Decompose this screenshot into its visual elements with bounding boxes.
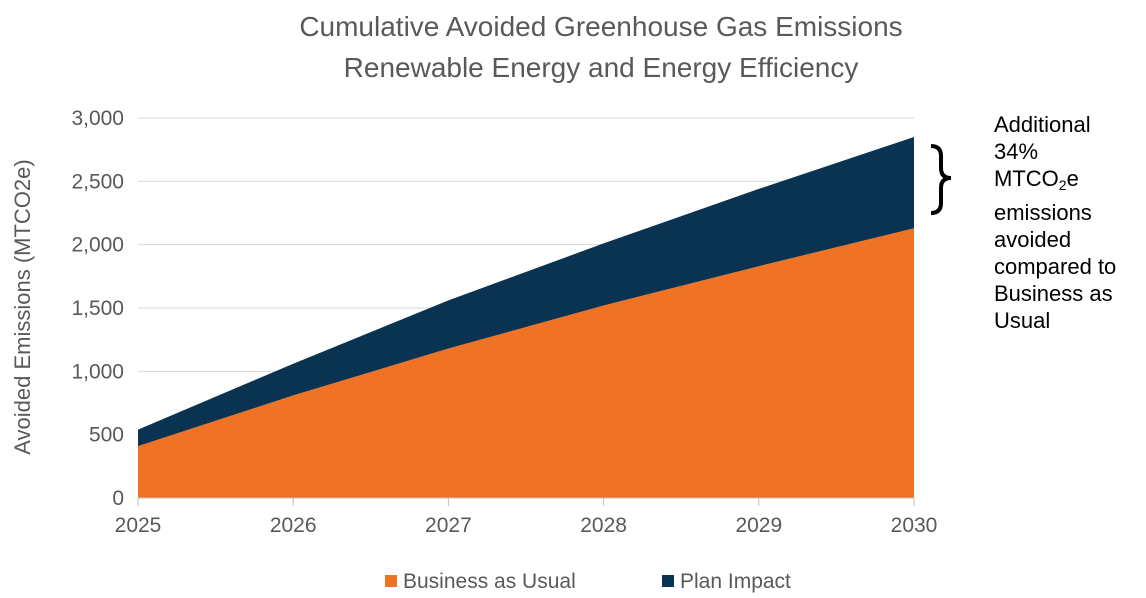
y-tick-label: 2,500 <box>71 170 124 193</box>
x-tick-label: 2029 <box>735 514 782 537</box>
annotation-line: compared to <box>994 254 1117 279</box>
annotation-line: emissions <box>994 200 1092 225</box>
legend: Business as Usual Plan Impact <box>385 570 791 593</box>
annotation-line: Additional <box>994 112 1091 137</box>
brace-icon <box>930 144 952 215</box>
annotation-line: Usual <box>994 308 1051 333</box>
unit-suffix: e <box>1066 166 1079 191</box>
unit-prefix: MTCO <box>994 166 1059 191</box>
annotation-brace <box>930 144 952 215</box>
x-tick-label: 2026 <box>270 514 317 537</box>
axes: 0 500 1,000 1,500 2,000 2,500 3,000 2025 2026 202… <box>71 107 937 537</box>
legend-label: Plan Impact <box>680 570 791 593</box>
y-tick-label: 3,000 <box>71 107 124 130</box>
x-tick-label: 2025 <box>115 514 162 537</box>
legend-swatch <box>385 575 397 587</box>
y-tick-label: 500 <box>89 424 124 447</box>
y-axis-label: Avoided Emissions (MTCO2e) <box>10 159 35 454</box>
annotation-line: Business as <box>994 281 1113 306</box>
legend-swatch <box>662 575 674 587</box>
area-series <box>138 228 914 498</box>
legend-label: Business as Usual <box>403 570 576 593</box>
annotation-unit: MTCO2e <box>994 165 1144 199</box>
x-tick-label: 2027 <box>425 514 472 537</box>
areas <box>138 137 914 498</box>
y-tick-label: 0 <box>112 487 124 510</box>
x-tick-label: 2028 <box>580 514 627 537</box>
unit-subscript: 2 <box>1058 177 1067 193</box>
chart-subtitle: Renewable Energy and Energy Efficiency <box>344 52 859 83</box>
annotation-line: 34% <box>994 139 1039 164</box>
x-tick-label: 2030 <box>891 514 938 537</box>
y-tick-label: 1,500 <box>71 297 124 320</box>
area-series <box>138 137 914 447</box>
y-tick-label: 1,000 <box>71 360 124 383</box>
y-tick-label: 2,000 <box>71 234 124 257</box>
annotation-text: Additional 34% MTCO2e emissions avoided … <box>994 111 1144 334</box>
chart-title: Cumulative Avoided Greenhouse Gas Emissi… <box>299 11 902 42</box>
annotation-line: avoided <box>994 227 1072 252</box>
